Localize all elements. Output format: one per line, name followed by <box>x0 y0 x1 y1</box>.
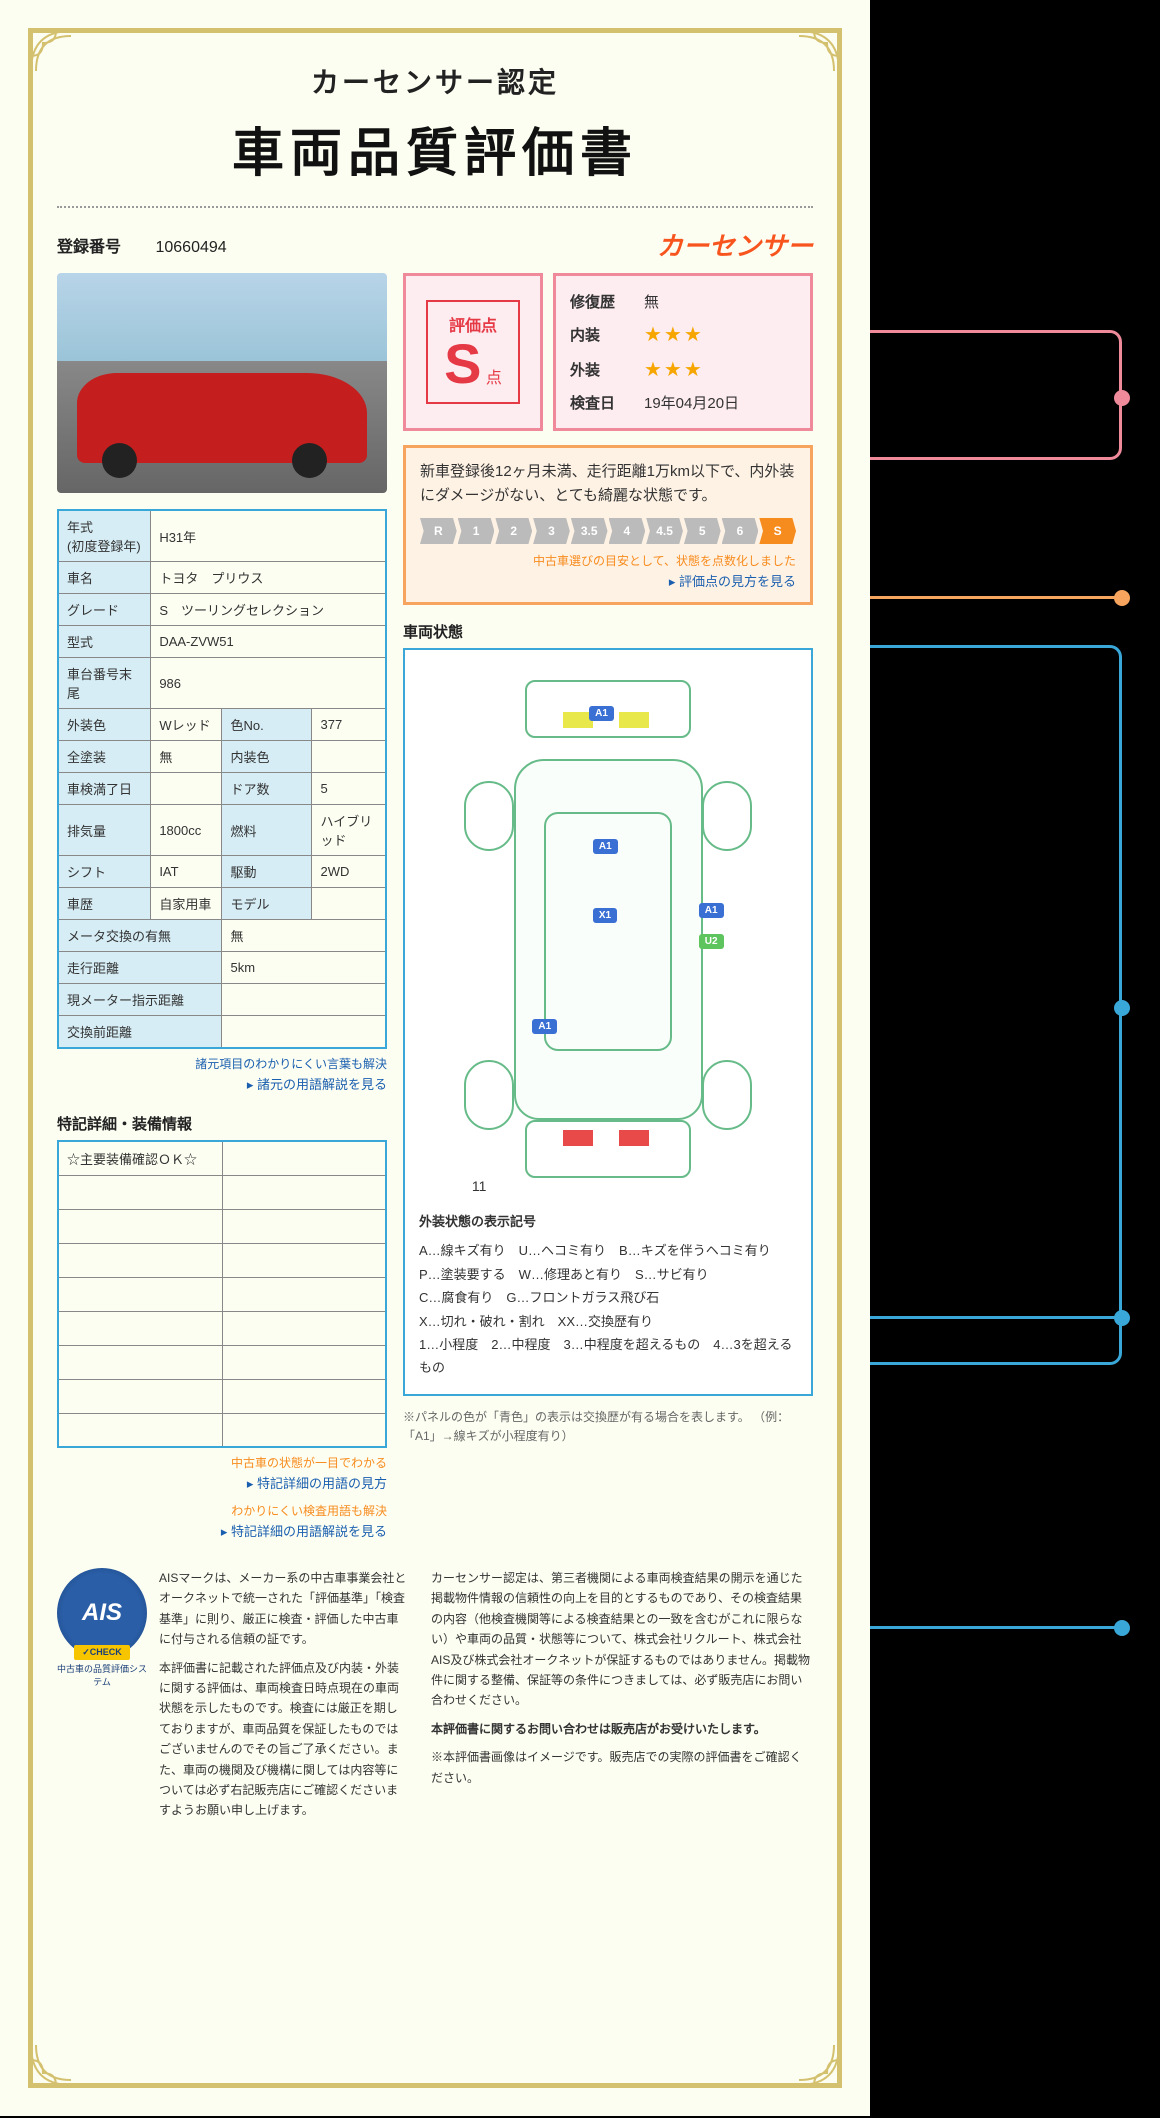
divider <box>57 206 813 208</box>
notes-caption1: 中古車の状態が一目でわかる <box>57 1454 387 1471</box>
brand-logo: カーセンサー <box>657 226 813 263</box>
callout-line-orange <box>870 596 1122 599</box>
spec-link[interactable]: 諸元の用語解説を見る <box>57 1074 387 1093</box>
left-disclaimer: AISマークは、メーカー系の中古車事業会社とオークネットで統一された「評価基準」… <box>159 1568 407 1829</box>
corner-ornament <box>799 2045 839 2085</box>
grade-scale: R1233.544.556S <box>420 518 796 544</box>
scale-link[interactable]: 評価点の見方を見る <box>420 571 796 590</box>
ais-badge: AIS ✓CHECK <box>57 1568 147 1658</box>
score-value: S <box>444 332 481 395</box>
date-label: 検査日 <box>570 392 630 413</box>
ais-text: AIS <box>82 1599 122 1627</box>
exterior-label: 外装 <box>570 359 630 380</box>
right-note: ※本評価書画像はイメージです。販売店での実際の評価書をご確認ください。 <box>431 1747 813 1788</box>
notes-table: ☆主要装備確認ＯＫ☆ <box>57 1140 387 1448</box>
diagram-num: 11 <box>472 1178 487 1194</box>
repair-val: 無 <box>644 291 659 312</box>
notes-caption2: わかりにくい検査用語も解決 <box>57 1502 387 1519</box>
description-box: 新車登録後12ヶ月未満、走行距離1万km以下で、内外装にダメージがない、とても綺… <box>403 445 813 605</box>
callout-line-blue <box>870 645 1122 1365</box>
corner-ornament <box>31 2045 71 2085</box>
notes-link1[interactable]: 特記詳細の用語の見方 <box>57 1473 387 1492</box>
car-diagram: 11 A1A1X1A1U2A1 <box>419 664 797 1194</box>
scale-caption: 中古車選びの目安として、状態を点数化しました <box>420 552 796 569</box>
score-unit: 点 <box>486 370 502 387</box>
score-details-box: 修復歴無 内装 ★★★ 外装 ★★★ 検査日 19年04月20日 <box>553 273 813 431</box>
interior-label: 内装 <box>570 324 630 345</box>
score-main-box: 評価点 S 点 <box>403 273 543 431</box>
notes-link2[interactable]: 特記詳細の用語解説を見る <box>57 1521 387 1540</box>
car-photo <box>57 273 387 493</box>
date-val: 19年04月20日 <box>644 392 739 413</box>
right-text: カーセンサー認定は、第三者機関による車両検査結果の開示を通じた掲載物件情報の信頼… <box>431 1568 813 1711</box>
interior-stars: ★★★ <box>644 322 704 347</box>
corner-ornament <box>799 31 839 71</box>
condition-box: 11 A1A1X1A1U2A1 外装状態の表示記号 A…線キズ有り U…ヘコミ有… <box>403 648 813 1396</box>
ais-caption: 中古車の品質評価システム <box>57 1662 147 1688</box>
notes-title: 特記詳細・装備情報 <box>57 1113 387 1134</box>
certificate-document: カーセンサー認定 車両品質評価書 登録番号 10660494 カーセンサー 年式… <box>0 0 870 2116</box>
reg-number: 10660494 <box>155 239 226 256</box>
right-bold: 本評価書に関するお問い合わせは販売店がお受けいたします。 <box>431 1719 813 1739</box>
ais-check: ✓CHECK <box>74 1645 130 1660</box>
callout-line-blue2 <box>870 1316 1122 1319</box>
spec-table: 年式 (初度登録年)H31年車名トヨタ プリウスグレードS ツーリングセレクショ… <box>57 509 387 1049</box>
right-disclaimer: カーセンサー認定は、第三者機関による車両検査結果の開示を通じた掲載物件情報の信頼… <box>431 1568 813 1829</box>
callout-sidebar <box>870 0 1160 2116</box>
corner-ornament <box>31 31 71 71</box>
repair-label: 修復歴 <box>570 291 630 312</box>
legend-title: 外装状態の表示記号 <box>419 1210 797 1233</box>
desc-text: 新車登録後12ヶ月未満、走行距離1万km以下で、内外装にダメージがない、とても綺… <box>420 460 796 508</box>
doc-title: 車両品質評価書 <box>57 111 813 186</box>
legend: 外装状態の表示記号 A…線キズ有り U…ヘコミ有り B…キズを伴うヘコミ有りP…… <box>419 1210 797 1380</box>
doc-subtitle: カーセンサー認定 <box>57 61 813 101</box>
panel-note: ※パネルの色が「青色」の表示は交換歴が有る場合を表します。 （例：「A1」→線キ… <box>403 1408 813 1446</box>
reg-label: 登録番号 <box>57 239 121 256</box>
spec-caption: 諸元項目のわかりにくい言葉も解決 <box>57 1055 387 1072</box>
callout-line-pink <box>870 330 1122 460</box>
condition-title: 車両状態 <box>403 621 813 642</box>
callout-line-blue3 <box>870 1626 1122 1629</box>
exterior-stars: ★★★ <box>644 357 704 382</box>
